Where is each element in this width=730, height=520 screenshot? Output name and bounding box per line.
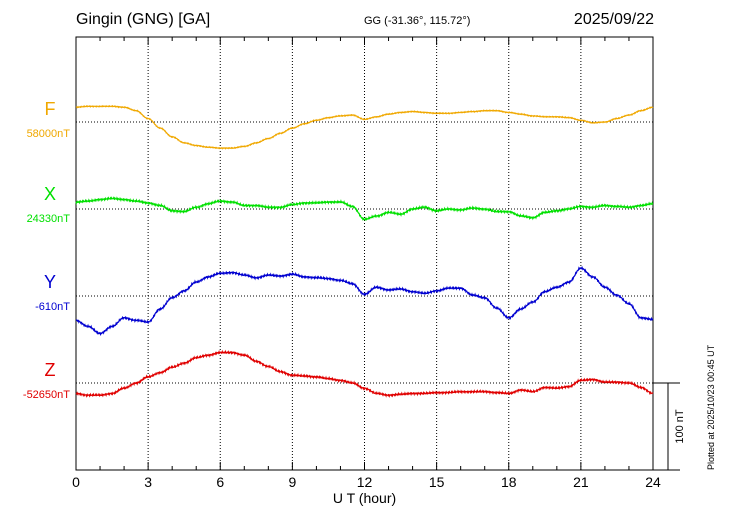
baseline-label-x: 24330nT (27, 213, 71, 225)
trace-f (75, 104, 654, 150)
trace-y (75, 265, 654, 337)
x-axis: 0 3 6 9 12 15 18 21 24 U T (hour) (72, 474, 661, 506)
x-tick-label: 21 (573, 474, 589, 490)
x-tick-label: 0 (72, 474, 80, 490)
traces (75, 104, 654, 398)
baseline-label-f: 58000nT (27, 128, 71, 140)
x-axis-label: U T (hour) (333, 490, 396, 506)
series-name-y: Y (44, 272, 56, 292)
baseline-label-y: -610nT (35, 301, 70, 313)
baseline-label-z: -52650nT (23, 389, 70, 401)
series-name-z: Z (45, 360, 56, 380)
series-name-x: X (44, 184, 56, 204)
x-tick-label: 3 (144, 474, 152, 490)
series-name-f: F (45, 99, 56, 119)
plot-date: 2025/09/22 (573, 11, 654, 28)
x-tick-label: 18 (501, 474, 517, 490)
scale-bar-label: 100 nT (674, 409, 686, 444)
plotted-timestamp: Plotted at 2025/10/23 00:45 UT (706, 344, 716, 470)
x-tick-label: 6 (216, 474, 224, 490)
x-tick-label: 24 (645, 474, 661, 490)
scale-bar: 100 nT (653, 382, 686, 471)
series-labels: F 58000nT X 24330nT Y -610nT Z -52650nT (23, 99, 70, 401)
trace-z (75, 349, 654, 398)
station-coordinates: GG (-31.36°, 115.72°) (364, 15, 471, 27)
grid-lines (76, 37, 653, 470)
x-tick-marks (75, 37, 654, 470)
trace-x (75, 196, 654, 221)
x-tick-label: 12 (357, 474, 373, 490)
x-tick-label: 9 (288, 474, 296, 490)
x-tick-label: 15 (429, 474, 445, 490)
station-title: Gingin (GNG) [GA] (76, 11, 211, 28)
